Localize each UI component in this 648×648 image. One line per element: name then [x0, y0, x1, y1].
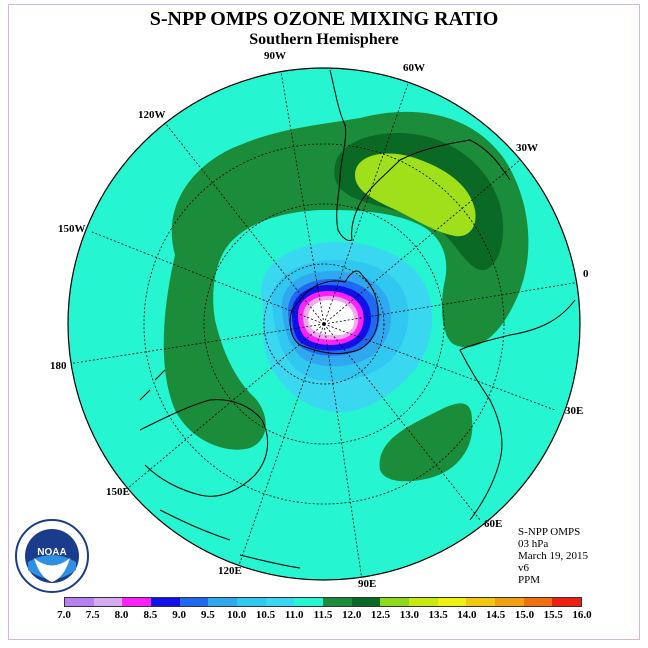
- lon-label-30w: 30W: [516, 142, 538, 154]
- colorbar-tick-label: 15.0: [514, 609, 535, 621]
- colorbar-swatch: [523, 598, 553, 606]
- ozone-contour-11-5-east: [379, 403, 473, 482]
- australia-coast: [139, 399, 269, 497]
- antarctica-coast: [289, 270, 379, 355]
- map-border: [67, 67, 581, 581]
- colorbar-tick-label: 11.0: [284, 609, 304, 621]
- new-zealand-coast: [139, 369, 166, 401]
- colorbar-tick-label: 10.5: [255, 609, 276, 621]
- colorbar-swatch: [237, 598, 266, 606]
- lon-label-30e: 30E: [565, 405, 584, 417]
- map-title: S-NPP OMPS OZONE MIXING RATIO: [149, 8, 499, 30]
- info-level: 03 hPa: [518, 538, 549, 550]
- colorbar-tick-label: 12.0: [342, 609, 362, 621]
- info-instrument: S-NPP OMPS: [518, 526, 581, 538]
- colorbar-swatch: [409, 598, 438, 606]
- colorbar-tick-label: 13.0: [399, 609, 419, 621]
- colorbar-tick-label: 8.0: [114, 609, 129, 621]
- lon-label-120e: 120E: [218, 565, 242, 577]
- colorbar-tick-label: 7.5: [85, 609, 100, 621]
- info-date: March 19, 2015: [518, 550, 588, 562]
- colorbar-tick-label: 15.5: [543, 609, 563, 621]
- indonesia-coast: [159, 509, 301, 569]
- info-units: PPM: [518, 574, 541, 586]
- colorbar-tick-label: 7.0: [57, 609, 71, 621]
- colorbar-swatch: [265, 598, 295, 606]
- colorbar-tick-label: 9.0: [172, 609, 186, 621]
- colorbar-tick-label: 10.0: [227, 609, 247, 621]
- colorbar-swatch: [208, 598, 238, 606]
- noaa-logo: NOAA: [15, 519, 89, 593]
- map-subtitle: Southern Hemisphere: [249, 31, 399, 48]
- colorbar-swatch: [65, 598, 94, 606]
- colorbar: [64, 597, 582, 607]
- logo-text: NOAA: [37, 547, 66, 558]
- colorbar-swatch: [351, 598, 381, 606]
- lon-label-150w: 150W: [58, 223, 86, 235]
- lon-label-0: 0: [583, 268, 589, 280]
- lon-label-60w: 60W: [403, 62, 425, 74]
- colorbar-tick-label: 14.5: [486, 609, 506, 621]
- colorbar-swatch: [179, 598, 209, 606]
- colorbar-tick-label: 14.0: [457, 609, 477, 621]
- lon-label-90w: 90W: [264, 50, 286, 62]
- colorbar-swatch: [323, 598, 352, 606]
- info-block: S-NPP OMPS 03 hPa March 19, 2015 v6 PPM: [518, 526, 588, 586]
- colorbar-swatch: [93, 598, 123, 606]
- colorbar-tick-label: 8.5: [143, 609, 158, 621]
- colorbar-swatch: [552, 598, 582, 606]
- lon-label-180: 180: [50, 360, 67, 372]
- colorbar-swatch: [151, 598, 180, 606]
- africa-coast: [459, 299, 576, 521]
- colorbar-swatch: [466, 598, 496, 606]
- colorbar-tick-label: 16.0: [572, 609, 592, 621]
- lon-label-120w: 120W: [138, 109, 166, 121]
- colorbar-swatch: [380, 598, 410, 606]
- coastlines: [139, 69, 576, 569]
- colorbar-swatch: [294, 598, 324, 606]
- colorbar-tick-label: 9.5: [201, 609, 215, 621]
- lon-label-60e: 60E: [484, 518, 503, 530]
- colorbar-swatch: [122, 598, 152, 606]
- graticule: [68, 68, 580, 580]
- colorbar-tick-label: 12.5: [370, 609, 391, 621]
- lon-label-150e: 150E: [106, 486, 130, 498]
- colorbar-tick-label: 11.5: [313, 609, 333, 621]
- colorbar-tick-label: 13.5: [428, 609, 448, 621]
- info-version: v6: [518, 562, 529, 574]
- colorbar-swatch: [495, 598, 524, 606]
- figure-frame: [8, 4, 640, 640]
- lon-label-90e: 90E: [358, 578, 377, 590]
- colorbar-swatch: [437, 598, 467, 606]
- south-america-coast: [329, 69, 511, 241]
